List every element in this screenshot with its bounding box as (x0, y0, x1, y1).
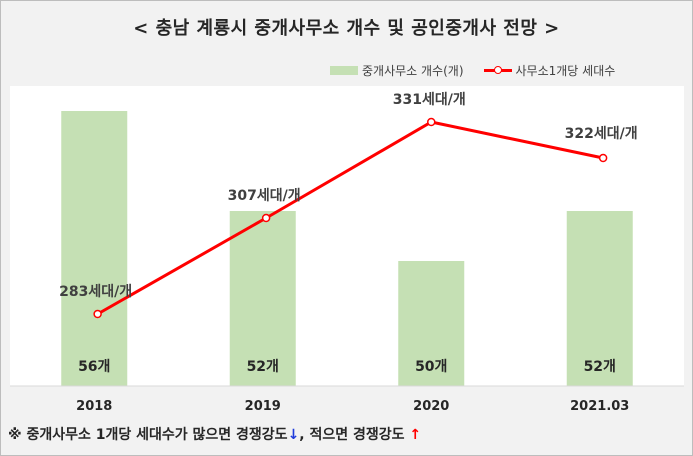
x-tick-label-2019: 2019 (245, 399, 281, 414)
x-tick-label-2018: 2018 (76, 399, 112, 414)
bar-2020 (398, 261, 465, 386)
x-tick-label-2020: 2020 (413, 399, 449, 414)
line-label-2020: 331세대/개 (393, 92, 466, 108)
legend-bar-swatch (330, 65, 358, 75)
chart-svg: 56개 52개 50개 52개 2018 2019 2020 2021.03 283세대/개 30… (10, 92, 684, 414)
bar-label-2019: 52개 (247, 359, 279, 375)
footnote: ※ 중개사무소 1개당 세대수가 많으면 경쟁강도↓, 적으면 경쟁강도 ↑ (8, 424, 421, 444)
footnote-text-2: , 적으면 경쟁강도 (299, 427, 405, 443)
line-point-2021.03 (598, 153, 608, 163)
footnote-text-1: ※ 중개사무소 1개당 세대수가 많으면 경쟁강도 (8, 427, 288, 443)
chart-title: < 충남 계룡시 중개사무소 개수 및 공인중개사 전망 > (133, 18, 560, 39)
bar-label-2020: 50개 (415, 359, 447, 375)
plot-area: 56개 52개 50개 52개 2018 2019 2020 2021.03 283세대/개 30… (10, 86, 684, 414)
legend-item-households-per-office: 사무소1개당 세대수 (483, 62, 616, 79)
households-per-office-line (96, 120, 604, 316)
bar-label-2018: 56개 (78, 359, 110, 375)
line-label-2019: 307세대/개 (228, 188, 301, 204)
line-point-2018 (93, 309, 102, 319)
line-point-2019 (261, 213, 271, 223)
arrow-down-icon: ↓ (287, 427, 300, 443)
x-tick-label-2021.03: 2021.03 (570, 399, 629, 414)
bar-2019 (229, 211, 296, 386)
legend-label-office-count: 중개사무소 개수(개) (362, 63, 464, 78)
bar-2021.03 (566, 211, 633, 386)
line-label-2018: 283세대/개 (59, 284, 132, 300)
legend-item-office-count: 중개사무소 개수(개) (330, 62, 464, 79)
legend-label-households-per-office: 사무소1개당 세대수 (515, 63, 616, 78)
bar-2018 (61, 111, 128, 386)
legend-line-swatch (483, 65, 512, 75)
arrow-up-icon: ↑ (409, 427, 422, 443)
bar-label-2021.03: 52개 (584, 359, 616, 375)
line-label-2021.03: 322세대/개 (565, 126, 638, 142)
line-point-2020 (427, 117, 436, 127)
legend: 중개사무소 개수(개) 사무소1개당 세대수 (330, 61, 635, 79)
